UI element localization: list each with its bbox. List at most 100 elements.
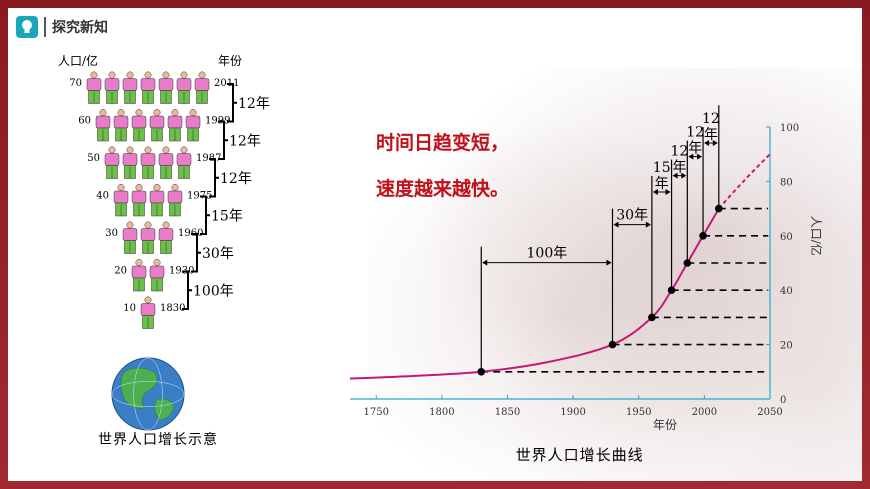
interval-bracket [191, 233, 201, 273]
person-head [171, 184, 179, 191]
x-tick-label: 2050 [757, 407, 782, 418]
person-figure [194, 71, 210, 104]
row-pop-label: 60 [78, 116, 91, 127]
x-tick-label: 2000 [692, 407, 717, 418]
chart-caption: 世界人口增长曲线 [516, 446, 644, 464]
person-head [153, 109, 161, 116]
person-figure [140, 221, 156, 254]
person-figure [122, 221, 138, 254]
interval-label: 30年 [202, 246, 234, 262]
interval-label: 100年 [193, 283, 234, 299]
interval-label: 12 [702, 111, 720, 127]
person-head [180, 71, 188, 79]
person-figure [176, 71, 192, 104]
x-tick-label: 1850 [495, 407, 520, 418]
row-pop-label: 10 [123, 303, 136, 314]
person-head [135, 184, 143, 191]
person-head [162, 146, 170, 154]
interval-arrowhead-right [645, 221, 651, 228]
interval-arrowhead-left [613, 221, 619, 228]
row-year-label: 1930 [169, 266, 194, 277]
row-pop-label: 20 [114, 266, 127, 277]
interval-label: 12年 [220, 171, 252, 187]
person-head [135, 259, 143, 266]
y-tick-label: 0 [780, 395, 786, 406]
interval-arrowhead-left [704, 140, 710, 146]
interval-arrowhead-left [672, 172, 678, 179]
x-tick-label: 1800 [429, 407, 454, 418]
person-figure [149, 109, 165, 142]
interval-label: 30年 [616, 208, 648, 224]
x-tick-label: 1900 [560, 407, 585, 418]
year-label: 年份 [218, 54, 242, 68]
left-caption: 世界人口增长示意 [98, 431, 218, 448]
interval-label-unit: 年 [672, 160, 686, 176]
header: 探究新知 [16, 14, 108, 40]
person-head [108, 146, 116, 154]
interval-label: 12年 [238, 96, 270, 112]
headline-line2: 速度越来越快。 [376, 178, 510, 200]
person-figure [95, 109, 111, 142]
population-illustration: 人口/亿 年份 70 2011 60 1999 50 1987 40 1975 30 1960 20 19… [58, 53, 270, 448]
x-axis-label: 年份 [653, 418, 677, 432]
data-point [648, 313, 656, 322]
person-figure [185, 109, 201, 142]
slide: 探究新知 时间日趋变短， 速度越来越快。 人口/亿 年份 70 2011 60 1999 5… [8, 8, 862, 481]
row-pop-label: 30 [105, 228, 118, 239]
interval-arrowhead-left [652, 188, 658, 195]
person-figure [131, 259, 147, 292]
person-head [198, 71, 206, 79]
person-head [126, 146, 134, 154]
person-figure [86, 71, 102, 104]
y-tick-label: 80 [780, 177, 793, 188]
decorative-background [368, 68, 862, 481]
person-figure [140, 71, 156, 104]
person-figure [149, 184, 165, 217]
row-year-label: 2011 [214, 78, 239, 89]
person-figure [140, 296, 156, 329]
person-head [144, 146, 152, 154]
interval-bracket [182, 270, 192, 310]
person-figure [140, 146, 156, 179]
person-head [99, 109, 107, 116]
data-point [608, 340, 617, 349]
interval-label: 15 [653, 160, 671, 176]
globe-continent [120, 367, 158, 409]
person-figure [167, 109, 183, 142]
person-figure [167, 184, 183, 217]
header-title: 探究新知 [44, 17, 108, 37]
interval-label: 100年 [527, 246, 568, 262]
globe-grid [111, 381, 185, 407]
interval-arrowhead-left [688, 153, 694, 160]
person-figure [104, 71, 120, 104]
person-head [135, 109, 143, 116]
x-tick-label: 1950 [626, 407, 651, 418]
interval-label-unit: 年 [704, 127, 718, 143]
person-head [144, 296, 152, 304]
row-pop-label: 50 [87, 153, 100, 164]
interval-label: 15年 [211, 208, 243, 224]
interval-bracket [209, 158, 219, 198]
row-year-label: 1987 [196, 153, 221, 164]
person-head [162, 71, 170, 79]
projection-curve [718, 153, 771, 210]
population-chart: 1750 1800 1850 1900 1950 2000 2050 年份 0 20 40 60 80 1… [349, 105, 824, 464]
interval-label-unit: 年 [655, 176, 669, 192]
person-head [90, 71, 98, 79]
person-figure [131, 109, 147, 142]
person-figure [158, 146, 174, 179]
person-head [162, 221, 170, 229]
person-figure [104, 146, 120, 179]
row-year-label: 1975 [187, 191, 212, 202]
person-head [171, 109, 179, 116]
interval-label: 12年 [229, 133, 261, 149]
person-head [180, 146, 188, 154]
interval-arrowhead-right [681, 172, 687, 179]
x-tick-label: 1750 [364, 407, 389, 418]
person-figure [149, 259, 165, 292]
y-tick-label: 100 [780, 123, 799, 134]
person-figure [176, 146, 192, 179]
person-head [108, 71, 116, 79]
interval-label: 12 [686, 125, 704, 141]
row-year-label: 1960 [178, 228, 203, 239]
